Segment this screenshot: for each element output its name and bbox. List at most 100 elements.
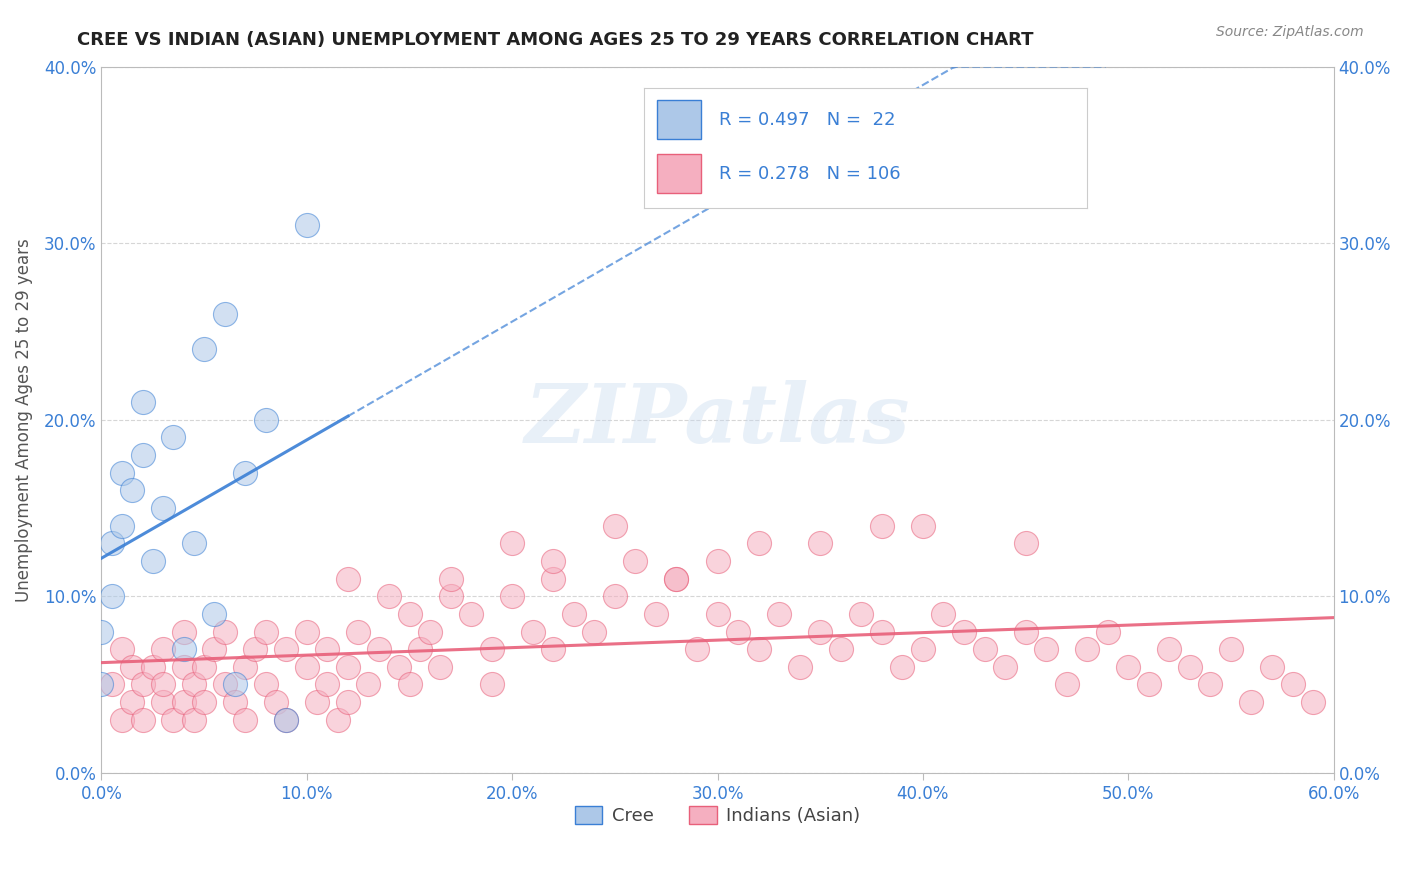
Point bbox=[953, 624, 976, 639]
Point bbox=[1056, 677, 1078, 691]
Point bbox=[1302, 695, 1324, 709]
Point bbox=[152, 500, 174, 515]
Point bbox=[398, 607, 420, 621]
Point bbox=[142, 554, 165, 568]
Text: Source: ZipAtlas.com: Source: ZipAtlas.com bbox=[1216, 25, 1364, 39]
Point bbox=[173, 624, 195, 639]
Point bbox=[398, 677, 420, 691]
Point bbox=[111, 518, 134, 533]
Point bbox=[830, 642, 852, 657]
Point bbox=[891, 660, 914, 674]
Point bbox=[583, 624, 606, 639]
Point bbox=[624, 554, 647, 568]
Point bbox=[193, 342, 215, 356]
Point bbox=[460, 607, 482, 621]
Point bbox=[994, 660, 1017, 674]
Point bbox=[932, 607, 955, 621]
Point bbox=[183, 536, 205, 550]
Point bbox=[224, 695, 246, 709]
Point bbox=[173, 660, 195, 674]
Point bbox=[233, 660, 256, 674]
Point bbox=[233, 713, 256, 727]
Point bbox=[1281, 677, 1303, 691]
Point bbox=[276, 642, 298, 657]
Point bbox=[100, 677, 122, 691]
Point bbox=[193, 660, 215, 674]
Point bbox=[295, 219, 318, 233]
Point bbox=[789, 660, 811, 674]
Text: ZIPatlas: ZIPatlas bbox=[524, 380, 910, 459]
Point bbox=[481, 642, 503, 657]
Y-axis label: Unemployment Among Ages 25 to 29 years: Unemployment Among Ages 25 to 29 years bbox=[15, 238, 32, 601]
Point bbox=[1159, 642, 1181, 657]
Point bbox=[90, 624, 112, 639]
Point bbox=[173, 695, 195, 709]
Point bbox=[100, 536, 122, 550]
Point bbox=[1035, 642, 1057, 657]
Point bbox=[276, 713, 298, 727]
Point bbox=[727, 624, 749, 639]
Point bbox=[562, 607, 585, 621]
Point bbox=[1076, 642, 1098, 657]
Point bbox=[911, 642, 934, 657]
Point bbox=[522, 624, 544, 639]
Point bbox=[173, 642, 195, 657]
Point bbox=[543, 642, 565, 657]
Point bbox=[851, 607, 873, 621]
Point bbox=[1014, 624, 1036, 639]
Point bbox=[665, 572, 688, 586]
Point bbox=[543, 572, 565, 586]
Point bbox=[131, 713, 153, 727]
Point bbox=[111, 713, 134, 727]
Point bbox=[1097, 624, 1119, 639]
Point bbox=[1137, 677, 1160, 691]
Point bbox=[326, 713, 349, 727]
Point bbox=[501, 536, 523, 550]
Point bbox=[307, 695, 329, 709]
Point bbox=[233, 466, 256, 480]
Point bbox=[162, 430, 184, 444]
Text: CREE VS INDIAN (ASIAN) UNEMPLOYMENT AMONG AGES 25 TO 29 YEARS CORRELATION CHART: CREE VS INDIAN (ASIAN) UNEMPLOYMENT AMON… bbox=[77, 31, 1033, 49]
Point bbox=[245, 642, 267, 657]
Point bbox=[295, 660, 318, 674]
Point bbox=[121, 660, 143, 674]
Point bbox=[367, 642, 389, 657]
Point bbox=[1220, 642, 1243, 657]
Point bbox=[439, 572, 461, 586]
Point bbox=[347, 624, 370, 639]
Point bbox=[152, 642, 174, 657]
Point bbox=[603, 589, 626, 603]
Point bbox=[214, 677, 236, 691]
Point bbox=[131, 677, 153, 691]
Point bbox=[911, 518, 934, 533]
Point bbox=[152, 695, 174, 709]
Point bbox=[111, 642, 134, 657]
Point bbox=[204, 642, 226, 657]
Point bbox=[439, 589, 461, 603]
Point bbox=[1199, 677, 1222, 691]
Point bbox=[429, 660, 451, 674]
Point bbox=[748, 642, 770, 657]
Point bbox=[152, 677, 174, 691]
Point bbox=[214, 624, 236, 639]
Point bbox=[973, 642, 995, 657]
Point bbox=[224, 677, 246, 691]
Point bbox=[870, 624, 893, 639]
Point bbox=[357, 677, 380, 691]
Point bbox=[543, 554, 565, 568]
Point bbox=[254, 412, 277, 426]
Point bbox=[131, 448, 153, 462]
Point bbox=[1178, 660, 1201, 674]
Point bbox=[768, 607, 790, 621]
Point bbox=[142, 660, 165, 674]
Legend: Cree, Indians (Asian): Cree, Indians (Asian) bbox=[567, 797, 869, 834]
Point bbox=[1116, 660, 1139, 674]
Point bbox=[183, 713, 205, 727]
Point bbox=[162, 713, 184, 727]
Point bbox=[665, 572, 688, 586]
Point bbox=[254, 677, 277, 691]
Point bbox=[193, 695, 215, 709]
Point bbox=[316, 677, 339, 691]
Point bbox=[686, 642, 709, 657]
Point bbox=[336, 660, 359, 674]
